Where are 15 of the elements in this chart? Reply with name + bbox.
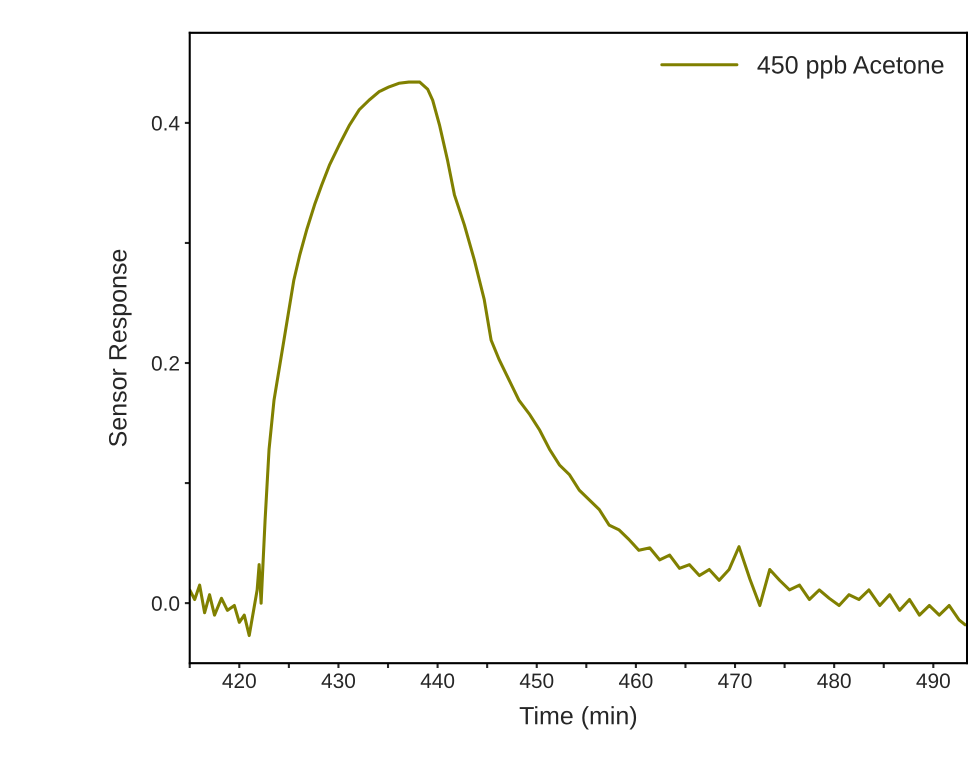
x-tick-label: 440: [420, 673, 454, 688]
x-tick-label: 430: [322, 673, 356, 688]
x-tick-label: 490: [916, 673, 950, 688]
legend-label: 450 ppb Acetone: [757, 55, 944, 79]
x-axis-title: Time (min): [520, 706, 636, 730]
y-axis-title: Sensor Response: [108, 250, 132, 446]
x-tick-label: 470: [718, 673, 752, 688]
y-tick-label: 0.2: [152, 356, 179, 371]
x-tick-label: 450: [520, 673, 554, 688]
x-tick-label: 460: [618, 673, 652, 688]
line-series: [190, 80, 967, 638]
x-tick-label: 420: [222, 673, 256, 688]
x-tick-label: 480: [817, 673, 851, 688]
y-tick-label: 0.0: [152, 596, 180, 611]
y-tick-label: 0.4: [152, 116, 180, 131]
